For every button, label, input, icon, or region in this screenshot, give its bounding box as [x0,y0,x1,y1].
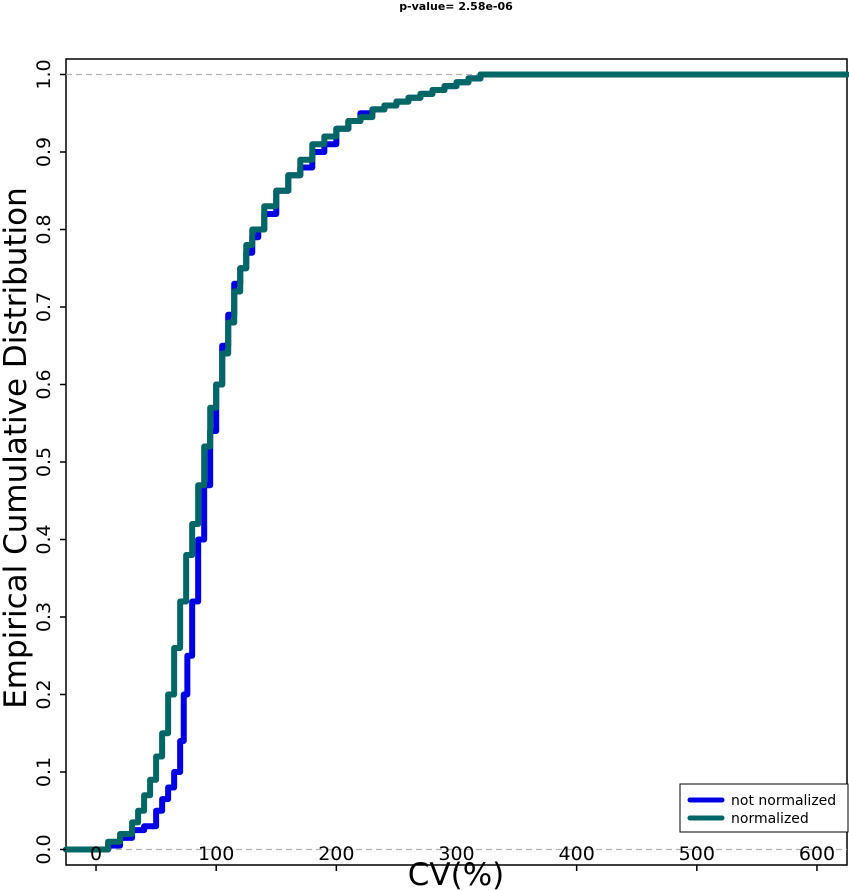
legend-box [679,783,849,833]
y-tick-label: 0.4 [33,524,55,554]
series-layer [63,71,849,853]
y-tick-label: 0.6 [33,369,55,399]
legend-label-normalized: normalized [731,811,809,827]
chart-title: p-value= 2.58e-06 [399,0,513,13]
y-tick-label: 1.0 [33,59,55,89]
legend-label-not-normalized: not normalized [731,793,836,809]
x-tick-label: 600 [799,843,835,865]
series-line-not-normalized [63,71,849,853]
y-tick-label: 0.0 [33,834,55,864]
y-axis: 0.0 0.1 0.2 0.3 0.4 0.5 0.6 0.7 0.8 0.9 1.0 [33,59,66,865]
x-axis-title: CV(%) [408,857,505,890]
x-tick-label: 0 [90,843,102,865]
plot-frame [65,58,848,866]
x-tick-label: 100 [198,843,234,865]
y-tick-label: 0.8 [33,214,55,244]
y-axis-title: Empirical Cumulative Distribution [0,187,34,709]
y-tick-label: 0.9 [33,137,55,167]
legend: not normalized normalized [679,783,849,833]
y-tick-label: 0.1 [33,757,55,787]
x-tick-label: 500 [679,843,715,865]
y-tick-label: 0.5 [33,447,55,477]
x-axis: 0 100 200 300 400 500 600 [90,843,835,871]
y-tick-label: 0.2 [33,679,55,709]
x-tick-label: 400 [559,843,595,865]
x-tick-label: 300 [438,843,474,865]
y-tick-label: 0.3 [33,602,55,632]
x-tick-label: 200 [318,843,354,865]
y-tick-label: 0.7 [33,292,55,322]
series-line-normalized [63,71,849,853]
